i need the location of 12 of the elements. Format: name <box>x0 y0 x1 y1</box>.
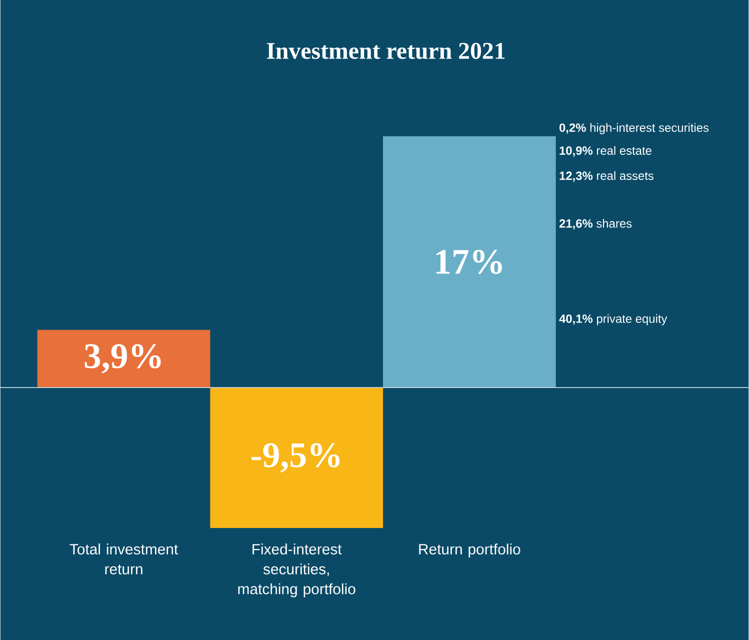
chart-title: Investment return 2021 <box>266 42 505 59</box>
text: 10,9% real estate <box>560 146 652 156</box>
data-label: 3,9% <box>84 344 161 374</box>
text: 40,1% private equity <box>559 314 668 326</box>
text: 12,3% real assets <box>560 171 654 182</box>
x-tick-label: Return portfolio <box>419 543 520 558</box>
text: 0,2% high-interest securities <box>559 122 709 134</box>
text: 21,6% shares <box>559 218 632 230</box>
data-label: -9,5% <box>252 442 340 472</box>
x-tick-label: Fixed-interest securities, matching portfolio <box>238 543 356 598</box>
x-tick-label: Total investment return <box>70 543 178 574</box>
data-label: 17% <box>436 250 502 274</box>
